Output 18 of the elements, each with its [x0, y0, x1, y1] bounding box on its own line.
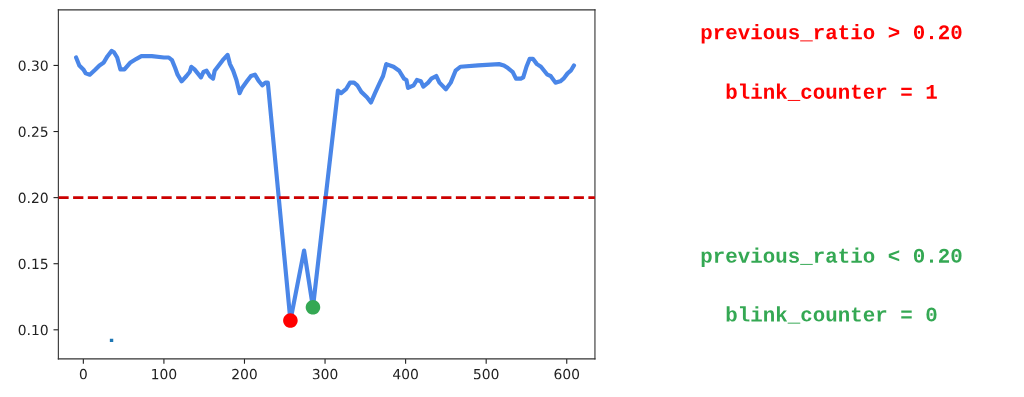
text: blink_counter = 1 — [726, 83, 937, 101]
y-tick-label: 0.20 — [18, 192, 48, 204]
x-tick-label: 0 — [79, 368, 87, 380]
x-tick-label: 500 — [474, 368, 499, 380]
text: previous_ratio < 0.20 — [701, 247, 962, 267]
text: previous_ratio > 0.20 — [701, 24, 962, 44]
point — [305, 300, 321, 315]
x-tick-label: 600 — [554, 368, 580, 380]
y-tick-label: 0.25 — [18, 126, 48, 138]
text: blink_counter = 0 — [726, 306, 937, 324]
y-tick-label: 0.15 — [18, 258, 48, 270]
x-tick-label: 200 — [232, 368, 257, 380]
x-tick-label: 300 — [312, 368, 338, 380]
x-tick-label: 100 — [152, 368, 177, 380]
y-tick-label: 0.10 — [18, 324, 48, 336]
y-tick-label: 0.30 — [18, 60, 48, 71]
point — [283, 313, 298, 328]
x-tick-label: 400 — [393, 368, 418, 380]
